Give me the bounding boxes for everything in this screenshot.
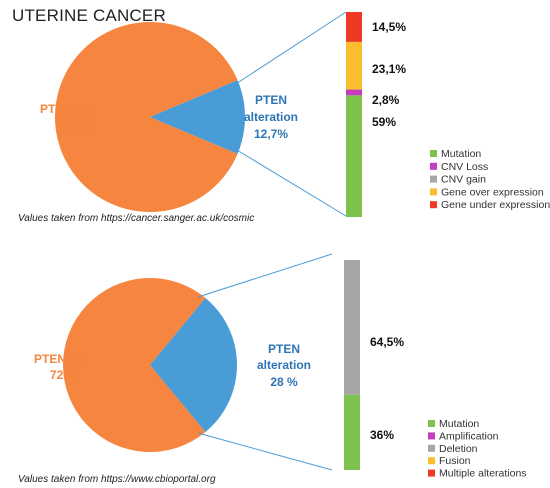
bar-label-mutation: 59% xyxy=(372,115,396,129)
label-wt-name: PTEN WT xyxy=(40,102,95,116)
bar-segment-cnv-loss xyxy=(346,89,362,96)
bar-label-gene-under-expression: 14,5% xyxy=(372,20,406,34)
legend-swatch-gene-under-expression xyxy=(430,201,437,209)
legend-label-fusion: Fusion xyxy=(439,455,471,467)
legend-swatch-gene-over-expression xyxy=(430,188,437,196)
bar-segment-gene-over-expression xyxy=(346,41,362,90)
legend-swatch-multiple-alterations xyxy=(428,469,435,477)
pie-slice-alteration xyxy=(150,80,246,154)
label-wt-value: 87,3 % xyxy=(56,118,94,132)
label-alt-name-2: alteration xyxy=(244,110,298,124)
chart-title: UTERINE CANCER xyxy=(12,6,166,25)
bar-label-gene-over-expression: 23,1% xyxy=(372,62,406,76)
bar-label-deletion: 64,5% xyxy=(370,335,404,349)
legend-label-multiple-alterations: Multiple alterations xyxy=(439,468,527,480)
legend-swatch-mutation xyxy=(428,420,435,427)
label-alt-name-2: alteration xyxy=(257,358,311,372)
pie-slice-wt xyxy=(55,22,238,212)
bar-segment-gene-under-expression xyxy=(346,12,362,42)
label-wt-name: PTEN WT xyxy=(34,352,89,366)
bar-segment-deletion xyxy=(344,260,360,395)
label-wt-value: 72 % xyxy=(50,368,78,382)
legend-label-cnv-loss: CNV Loss xyxy=(441,161,488,173)
bar-segment-mutation xyxy=(346,95,362,217)
legend-label-gene-under-expression: Gene under expression xyxy=(441,199,550,211)
legend-label-cnv-gain: CNV gain xyxy=(441,174,486,186)
legend-swatch-amplification xyxy=(428,432,435,440)
pie-chart-group-2 xyxy=(62,278,237,452)
legend-swatch-deletion xyxy=(428,444,435,452)
pie-slice-wt xyxy=(62,278,206,452)
label-alt-value: 28 % xyxy=(270,375,298,389)
legend-label-deletion: Deletion xyxy=(439,443,478,455)
bar-label-cnv-loss: 2,8% xyxy=(372,93,400,107)
connector-line-top xyxy=(221,11,347,94)
connector-line-top xyxy=(197,253,333,298)
source-note-cbioportal: Values taken from https://www.cbioportal… xyxy=(18,474,216,485)
legend-swatch-cnv-loss xyxy=(430,162,437,170)
pie-slice-alteration xyxy=(150,297,237,433)
bar-segment-mutation xyxy=(344,394,360,470)
label-alt-value: 12,7% xyxy=(254,127,288,141)
legend-label-mutation: Mutation xyxy=(441,148,481,160)
connector-line-bottom xyxy=(197,432,333,471)
pie-chart-group-1 xyxy=(55,22,246,212)
bar-label-mutation: 36% xyxy=(370,428,394,442)
legend-swatch-mutation xyxy=(430,150,437,157)
label-alt-name-1: PTEN xyxy=(268,342,300,356)
connector-line-bottom xyxy=(221,140,347,217)
legend-swatch-fusion xyxy=(428,457,435,465)
legend-label-amplification: Amplification xyxy=(439,430,499,442)
source-note-cosmic: Values taken from https://cancer.sanger.… xyxy=(18,213,255,224)
legend-swatch-cnv-gain xyxy=(430,175,437,183)
legend-label-mutation: Mutation xyxy=(439,418,479,430)
label-alt-name-1: PTEN xyxy=(255,93,287,107)
legend-label-gene-over-expression: Gene over expression xyxy=(441,186,544,198)
